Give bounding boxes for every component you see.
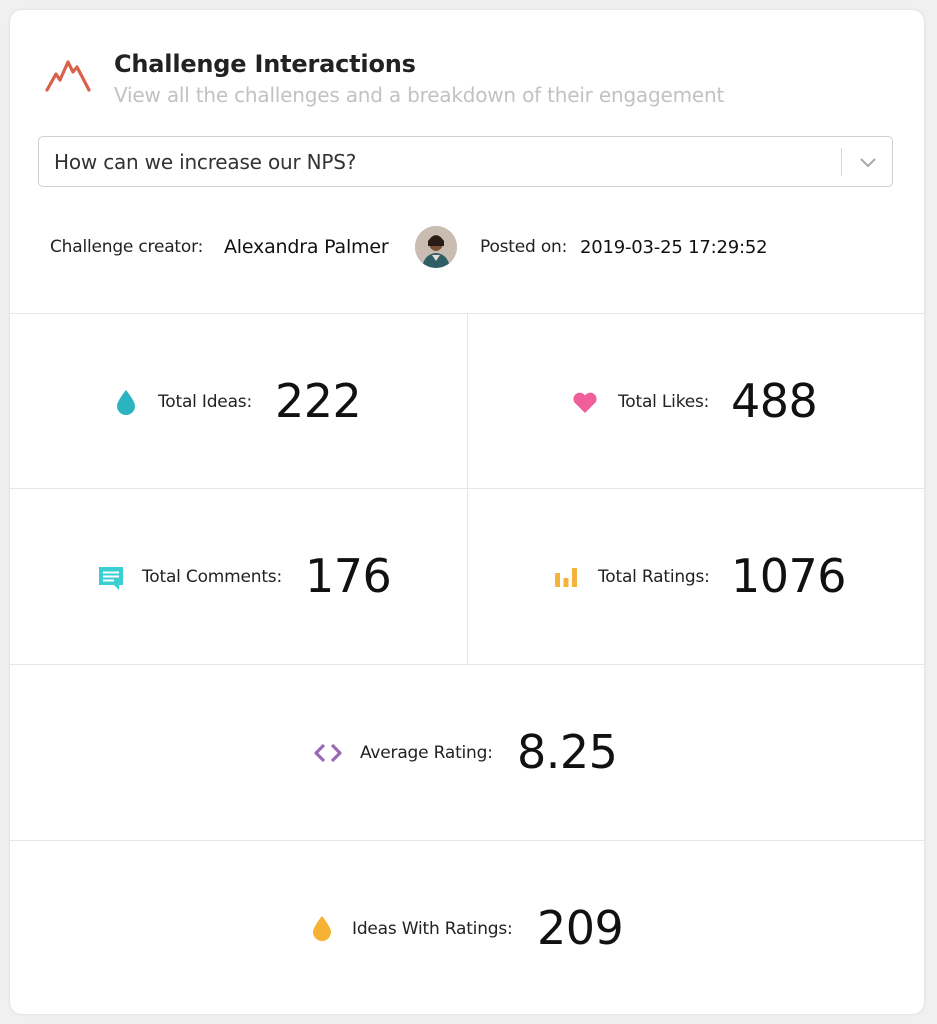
total-likes-label: Total Likes: [618, 392, 710, 412]
heart-icon [573, 392, 597, 413]
stat-average-rating: Average Rating: 8.25 [10, 664, 924, 840]
page-subtitle: View all the challenges and a breakdown … [114, 83, 725, 107]
creator-label: Challenge creator: [50, 237, 204, 257]
stat-total-comments: Total Comments: 176 [10, 488, 468, 664]
avatar-image [415, 226, 457, 268]
stat-total-likes: Total Likes: 488 [468, 313, 924, 488]
select-divider [841, 148, 842, 176]
drop-icon [313, 916, 331, 941]
total-likes-value: 488 [731, 374, 818, 428]
page-title: Challenge Interactions [114, 50, 416, 78]
bar-chart-icon [555, 568, 577, 587]
total-ratings-label: Total Ratings: [598, 567, 710, 587]
challenge-select-value: How can we increase our NPS? [54, 150, 357, 174]
average-rating-value: 8.25 [517, 725, 618, 779]
posted-label: Posted on: [480, 237, 568, 257]
ideas-with-ratings-value: 209 [537, 901, 624, 955]
chevron-down-icon[interactable] [857, 152, 879, 172]
stat-total-ideas: Total Ideas: 222 [10, 313, 468, 488]
creator-name[interactable]: Alexandra Palmer [224, 236, 389, 258]
total-comments-value: 176 [305, 549, 392, 603]
code-brackets-icon [314, 743, 342, 763]
stat-total-ratings: Total Ratings: 1076 [468, 488, 924, 664]
drop-icon [117, 390, 135, 415]
posted-date: 2019-03-25 17:29:52 [580, 237, 768, 258]
ideas-with-ratings-label: Ideas With Ratings: [352, 919, 513, 939]
card-header: Challenge Interactions View all the chal… [10, 10, 924, 130]
mountain-logo-icon [45, 60, 91, 92]
comment-icon [99, 567, 123, 590]
total-ideas-label: Total Ideas: [158, 392, 252, 412]
total-ratings-value: 1076 [731, 549, 847, 603]
total-comments-label: Total Comments: [142, 567, 282, 587]
challenge-meta: Challenge creator: Alexandra Palmer Post… [10, 226, 924, 270]
avatar[interactable] [415, 226, 457, 268]
stat-ideas-with-ratings: Ideas With Ratings: 209 [10, 840, 924, 1014]
challenge-interactions-card: Challenge Interactions View all the chal… [10, 10, 924, 1014]
challenge-select[interactable]: How can we increase our NPS? [38, 136, 893, 187]
average-rating-label: Average Rating: [360, 743, 493, 763]
total-ideas-value: 222 [275, 374, 362, 428]
